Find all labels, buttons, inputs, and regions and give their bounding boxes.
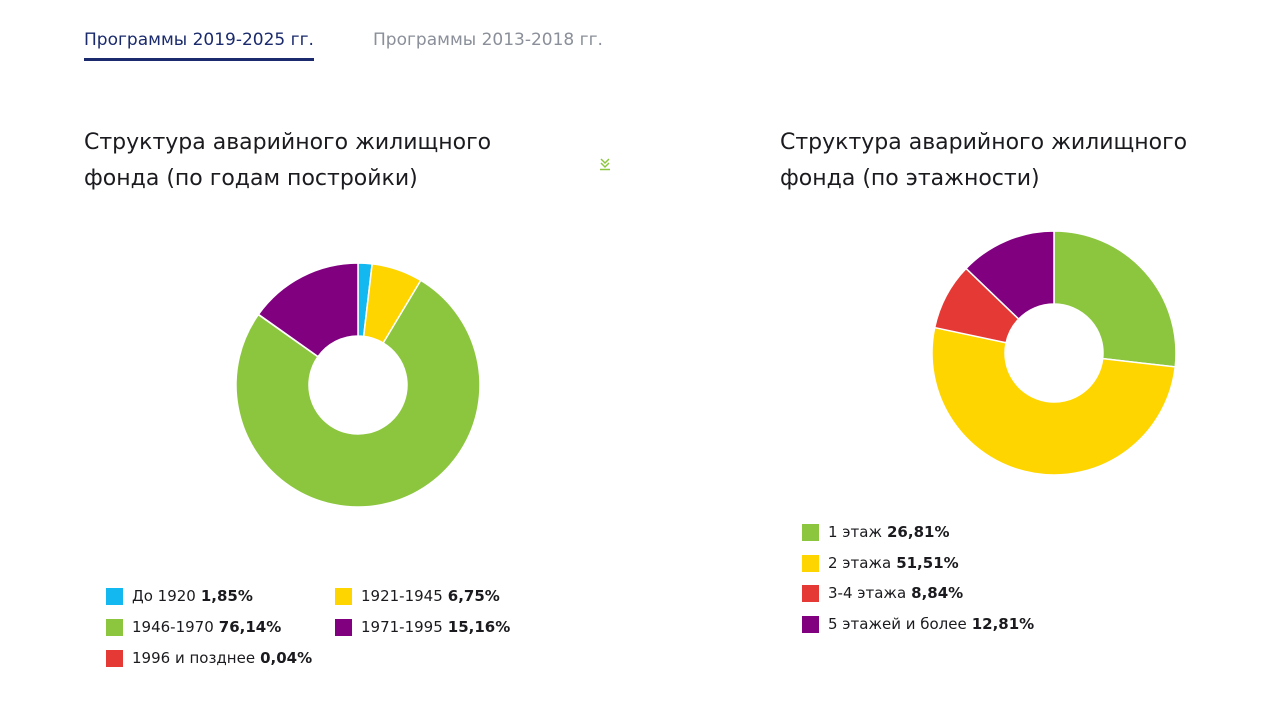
legend-label: 1996 и позднее xyxy=(132,649,256,667)
legend-item[interactable]: До 1920 1,85% xyxy=(106,587,253,605)
legend-swatch xyxy=(106,587,123,605)
legend-swatch xyxy=(802,554,819,572)
legend-label: 3-4 этажа xyxy=(828,584,907,602)
chart-title-floors: Структура аварийного жилищного фонда (по… xyxy=(780,130,1188,191)
legend-label: 1946-1970 xyxy=(132,618,214,636)
legend-swatch xyxy=(106,649,123,667)
legend-swatch xyxy=(802,584,819,602)
legend-item[interactable]: 3-4 этажа 8,84% xyxy=(802,584,963,602)
legend-label: 1921-1945 xyxy=(361,587,443,605)
legend-item[interactable]: 1996 и позднее 0,04% xyxy=(106,649,312,667)
legend-value: 76,14% xyxy=(218,618,282,636)
legend-swatch xyxy=(106,618,123,636)
legend-label: До 1920 xyxy=(132,587,196,605)
legend-label: 1971-1995 xyxy=(361,618,443,636)
legend-item[interactable]: 5 этажей и более 12,81% xyxy=(802,615,1034,633)
legend-value: 26,81% xyxy=(887,523,950,541)
donut-slice-2[interactable] xyxy=(235,279,481,508)
legend-value: 12,81% xyxy=(971,615,1035,633)
tab-programs-2013-2018[interactable]: Программы 2013-2018 гг. xyxy=(373,30,603,50)
legend-label: 2 этажа xyxy=(828,554,892,572)
legend-value: 1,85% xyxy=(200,587,253,605)
tab-programs-2019-2025[interactable]: Программы 2019-2025 гг. xyxy=(84,30,314,61)
legend-swatch xyxy=(335,618,352,636)
legend-swatch xyxy=(802,523,819,541)
donut-chart-floors xyxy=(931,230,1177,476)
legend-value: 6,75% xyxy=(447,587,500,605)
legend-item[interactable]: 1921-1945 6,75% xyxy=(335,587,500,605)
legend-label: 5 этажей и более xyxy=(828,615,967,633)
legend-value: 8,84% xyxy=(911,584,964,602)
donut-slice-4[interactable] xyxy=(257,262,359,358)
chart-title-construction-years: Структура аварийного жилищного фонда (по… xyxy=(84,130,492,191)
legend-value: 0,04% xyxy=(260,649,313,667)
legend-item[interactable]: 1971-1995 15,16% xyxy=(335,618,510,636)
legend-swatch xyxy=(802,615,819,633)
legend-label: 1 этаж xyxy=(828,523,882,541)
donut-slice-1[interactable] xyxy=(931,326,1177,476)
legend-swatch xyxy=(335,587,352,605)
donut-slice-0[interactable] xyxy=(1053,230,1177,368)
legend-item[interactable]: 2 этажа 51,51% xyxy=(802,554,959,572)
legend-item[interactable]: 1946-1970 76,14% xyxy=(106,618,281,636)
legend-item[interactable]: 1 этаж 26,81% xyxy=(802,523,949,541)
download-icon[interactable] xyxy=(597,155,613,171)
donut-slice-3[interactable] xyxy=(964,230,1055,321)
donut-chart-construction-years xyxy=(235,262,481,508)
legend-value: 51,51% xyxy=(896,554,959,572)
legend-value: 15,16% xyxy=(447,618,511,636)
